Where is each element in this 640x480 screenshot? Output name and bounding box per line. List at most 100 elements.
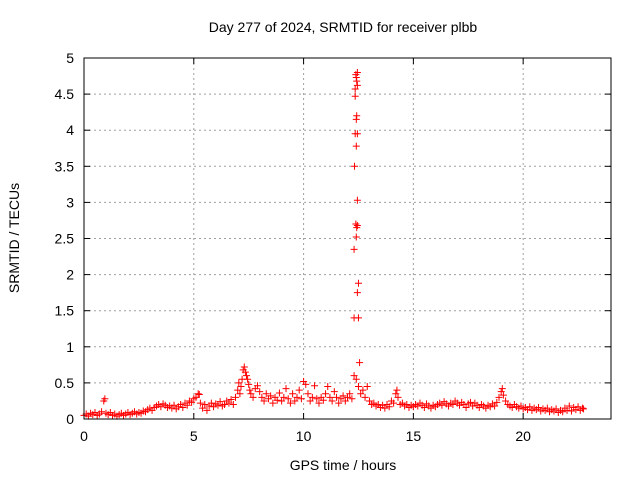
data-point xyxy=(225,399,233,407)
data-point xyxy=(495,393,503,401)
data-point xyxy=(353,112,361,120)
y-tick-label: 1 xyxy=(66,339,74,355)
data-point xyxy=(262,390,270,398)
data-point xyxy=(353,196,361,204)
y-tick-label: 4 xyxy=(66,122,74,138)
data-point xyxy=(363,383,371,391)
y-axis-label: SRMTID / TECUs xyxy=(6,183,22,293)
data-point xyxy=(306,397,314,405)
data-point xyxy=(390,399,398,407)
data-point xyxy=(350,245,358,253)
data-point xyxy=(188,398,196,406)
plot-frame xyxy=(83,57,612,420)
data-point xyxy=(278,397,286,405)
data-point xyxy=(580,405,588,413)
data-point xyxy=(552,405,560,413)
data-point xyxy=(242,372,250,380)
y-tick-label: 1.5 xyxy=(55,303,75,319)
chart-title: Day 277 of 2024, SRMTID for receiver plb… xyxy=(209,19,478,35)
data-point xyxy=(214,401,222,409)
data-point xyxy=(381,404,389,412)
data-point xyxy=(170,401,178,409)
data-point xyxy=(293,393,301,401)
data-point xyxy=(280,393,288,401)
data-point xyxy=(324,383,332,391)
data-point xyxy=(196,399,204,407)
data-point xyxy=(282,385,290,393)
data-point xyxy=(267,392,275,400)
x-tick-label: 10 xyxy=(296,428,312,444)
data-point xyxy=(353,77,361,85)
x-axis-label: GPS time / hours xyxy=(290,457,397,473)
y-tick-label: 2.5 xyxy=(55,231,75,247)
data-point xyxy=(499,391,507,399)
data-point xyxy=(229,401,237,409)
data-point xyxy=(207,399,215,407)
axis-ticks xyxy=(83,57,611,420)
data-point xyxy=(258,393,266,401)
data-point xyxy=(273,396,281,404)
data-point xyxy=(241,368,249,376)
y-tick-label: 0.5 xyxy=(55,375,75,391)
data-point xyxy=(269,399,277,407)
data-point xyxy=(286,399,294,407)
data-point xyxy=(567,407,575,415)
data-point xyxy=(535,403,543,411)
data-point xyxy=(246,386,254,394)
data-point xyxy=(203,406,211,414)
data-point xyxy=(289,390,297,398)
data-point xyxy=(330,388,338,396)
y-tick-label: 3.5 xyxy=(55,158,75,174)
tick-labels: 0 0.5 1 1.5 2 2.5 3 3.5 4 4.5 5 0 5 10 15 20 xyxy=(55,50,532,444)
data-point xyxy=(344,393,351,401)
data-point xyxy=(393,386,401,394)
data-point xyxy=(466,398,474,406)
data-point xyxy=(341,397,349,405)
data-point xyxy=(559,408,567,416)
data-point xyxy=(201,401,209,409)
data-point xyxy=(563,406,571,414)
data-point xyxy=(497,388,505,396)
data-point xyxy=(291,397,299,405)
data-point xyxy=(420,403,428,411)
data-point xyxy=(199,404,207,412)
data-point xyxy=(183,401,191,409)
y-tick-label: 4.5 xyxy=(55,86,75,102)
data-point xyxy=(351,85,359,93)
data-point xyxy=(195,390,203,398)
x-tick-label: 15 xyxy=(406,428,422,444)
data-point xyxy=(351,162,359,170)
data-point xyxy=(308,393,316,401)
data-point xyxy=(359,386,367,394)
y-tick-label: 5 xyxy=(66,50,74,66)
data-point xyxy=(335,399,343,407)
data-point xyxy=(353,68,361,76)
x-tick-label: 0 xyxy=(80,428,88,444)
y-tick-label: 0 xyxy=(66,411,74,427)
data-point xyxy=(304,390,312,398)
data-point xyxy=(352,220,360,228)
data-point xyxy=(353,81,361,89)
data-point xyxy=(565,402,573,410)
data-point xyxy=(339,392,347,400)
data-point xyxy=(227,396,235,404)
data-point xyxy=(498,385,506,393)
data-point xyxy=(322,390,330,398)
data-points xyxy=(80,68,588,420)
data-point xyxy=(319,396,327,404)
data-point xyxy=(493,398,501,406)
data-point xyxy=(574,403,582,411)
data-point xyxy=(526,403,534,411)
data-point xyxy=(348,395,356,403)
data-point xyxy=(346,390,354,398)
data-point xyxy=(392,390,400,398)
data-point xyxy=(351,92,359,100)
data-point xyxy=(256,388,264,396)
data-point xyxy=(315,399,323,407)
data-point xyxy=(352,375,360,383)
data-point xyxy=(361,393,369,401)
data-point xyxy=(333,393,341,401)
data-point xyxy=(221,401,229,409)
x-tick-label: 20 xyxy=(515,428,531,444)
